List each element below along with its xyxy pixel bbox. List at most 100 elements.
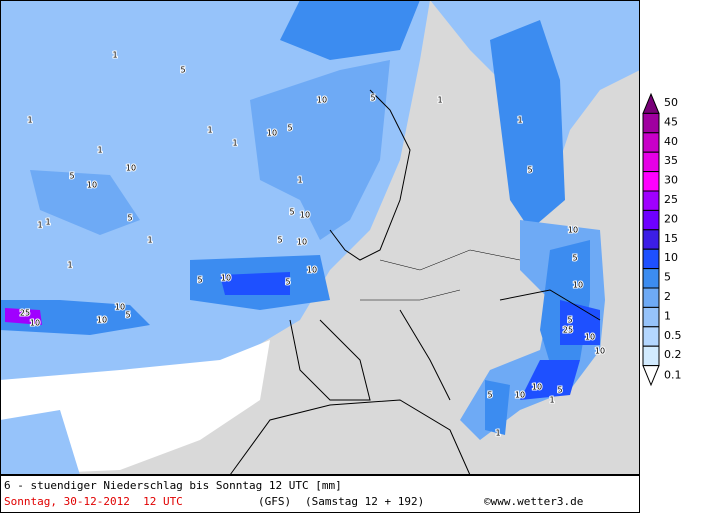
footer-credit: ©www.wetter3.de bbox=[484, 495, 583, 508]
contour-label: 5 bbox=[289, 208, 294, 217]
legend-swatch bbox=[642, 112, 660, 134]
contour-label: 1 bbox=[67, 261, 72, 270]
contour-label: 5 bbox=[277, 236, 282, 245]
map-frame bbox=[0, 0, 640, 475]
contour-label: 5 bbox=[572, 254, 577, 263]
legend-swatch bbox=[642, 229, 660, 250]
coastlines bbox=[229, 89, 601, 476]
legend-swatch bbox=[642, 306, 660, 328]
legend: 50 45 40 35 30 25 20 15 10 5 2 1 0.5 0.2 0.1 bbox=[642, 92, 682, 387]
border bbox=[360, 289, 461, 301]
precip-area bbox=[485, 380, 510, 435]
contour-label: 1 bbox=[297, 176, 302, 185]
contour-label: 1 bbox=[147, 236, 152, 245]
contour-label: 10 bbox=[297, 238, 307, 247]
contour-label: 5 bbox=[557, 386, 562, 395]
contour-label: 10 bbox=[221, 274, 231, 283]
legend-swatch bbox=[642, 287, 660, 308]
coastline bbox=[229, 399, 471, 476]
contour-label: 1 bbox=[207, 126, 212, 135]
contour-label: 5 bbox=[527, 166, 532, 175]
contour-label: 10 bbox=[267, 129, 277, 138]
footer-model: (GFS) bbox=[258, 495, 291, 508]
contour-label: 1 bbox=[232, 139, 237, 148]
legend-label: 25 bbox=[664, 193, 678, 206]
contour-label: 10 bbox=[307, 266, 317, 275]
contour-label: 5 bbox=[287, 124, 292, 133]
contour-label: 10 bbox=[585, 333, 595, 342]
legend-swatch bbox=[642, 92, 660, 114]
legend-label: 1 bbox=[664, 309, 671, 322]
precip-area bbox=[520, 360, 580, 400]
contour-label: 1 bbox=[97, 316, 102, 325]
contour-label: 5 bbox=[127, 214, 132, 223]
footer-date: Sonntag, 30-12-2012 12 UTC bbox=[4, 495, 183, 508]
contour-label: 5 bbox=[69, 172, 74, 181]
legend-label: 0.5 bbox=[664, 329, 682, 342]
precip-area bbox=[0, 300, 150, 335]
legend-swatch bbox=[642, 132, 660, 153]
legend-swatch bbox=[642, 326, 660, 347]
footer-title: 6 - stuendiger Niederschlag bis Sonntag … bbox=[4, 479, 342, 492]
legend-label: 0.2 bbox=[664, 348, 682, 361]
contour-label: 5 bbox=[370, 94, 375, 103]
contour-label: 5 bbox=[487, 391, 492, 400]
precip-area bbox=[30, 170, 140, 235]
legend-swatch bbox=[642, 190, 660, 211]
legend-label: 0.1 bbox=[664, 368, 682, 381]
legend-swatch bbox=[642, 209, 660, 231]
legend-label: 30 bbox=[664, 174, 678, 187]
contour-label: 10 bbox=[300, 211, 310, 220]
contour-label: 10 bbox=[30, 319, 40, 328]
borders bbox=[360, 249, 521, 301]
legend-label: 50 bbox=[664, 96, 678, 109]
contour-label: 10 bbox=[115, 303, 125, 312]
footer-run: (Samstag 12 + 192) bbox=[305, 495, 424, 508]
contour-label: 10 bbox=[87, 181, 97, 190]
contour-label: 1 bbox=[549, 396, 554, 405]
legend-swatch bbox=[642, 248, 660, 270]
contour-label: 25 bbox=[20, 309, 30, 318]
contour-label: 1 bbox=[97, 146, 102, 155]
contour-label: 5 bbox=[197, 276, 202, 285]
precip-area bbox=[220, 272, 290, 295]
legend-swatch bbox=[642, 365, 660, 387]
contour-label: 5 bbox=[125, 311, 130, 320]
legend-label: 40 bbox=[664, 135, 678, 148]
contour-label: 5 bbox=[285, 278, 290, 287]
contour-label: 1 bbox=[495, 429, 500, 438]
legend-swatch bbox=[642, 268, 660, 289]
contour-label: 1 bbox=[27, 116, 32, 125]
legend-label: 20 bbox=[664, 212, 678, 225]
precip-area bbox=[490, 20, 565, 230]
contour-label: 10 bbox=[595, 347, 605, 356]
legend-swatch bbox=[642, 171, 660, 192]
legend-swatch bbox=[642, 345, 660, 367]
legend-label: 10 bbox=[664, 251, 678, 264]
border bbox=[379, 249, 521, 271]
contour-label: 1 bbox=[437, 96, 442, 105]
contour-label: 1 bbox=[45, 218, 50, 227]
precip-area bbox=[0, 410, 80, 475]
contour-label: 10 bbox=[97, 316, 107, 325]
legend-swatch bbox=[642, 151, 660, 173]
precip-area bbox=[250, 60, 390, 240]
contour-label: 1 bbox=[517, 116, 522, 125]
contour-label: 10 bbox=[573, 281, 583, 290]
legend-label: 35 bbox=[664, 154, 678, 167]
contour-label: 1 bbox=[37, 221, 42, 230]
contour-label: 10 bbox=[126, 164, 136, 173]
footer-box bbox=[0, 475, 640, 513]
contour-label: 10 bbox=[317, 96, 327, 105]
coastline bbox=[499, 289, 601, 321]
contour-label: 10 bbox=[568, 226, 578, 235]
legend-label: 15 bbox=[664, 232, 678, 245]
coastline bbox=[289, 319, 371, 401]
contour-label: 5 bbox=[180, 66, 185, 75]
legend-label: 5 bbox=[664, 271, 671, 284]
contour-label: 10 bbox=[532, 383, 542, 392]
precip-area bbox=[5, 308, 42, 325]
coastline bbox=[329, 89, 411, 261]
